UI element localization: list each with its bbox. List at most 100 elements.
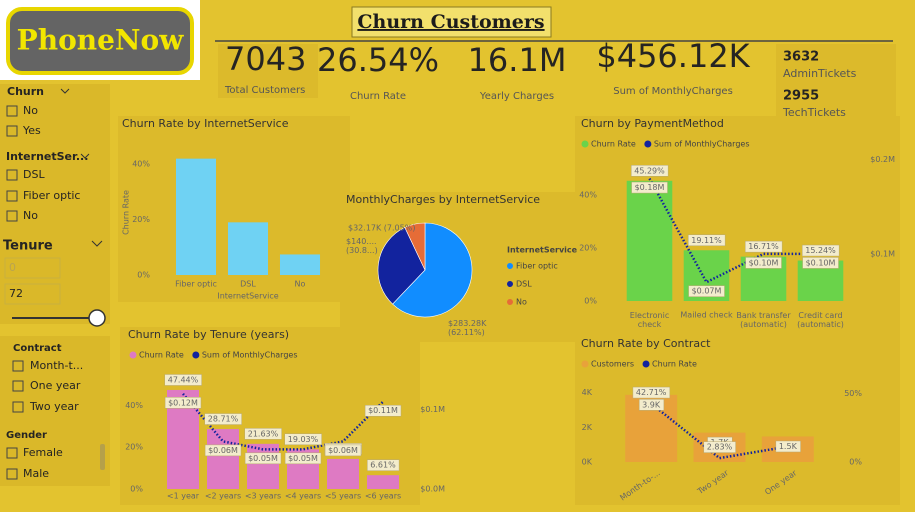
tick-label: $0.1M	[420, 405, 445, 414]
tick-label: $0.0M	[420, 485, 445, 494]
checkbox[interactable]	[6, 105, 18, 117]
data-label: $32.17K (7.05%)	[348, 224, 415, 233]
legend-marker	[129, 351, 137, 359]
data-label: 16.71%	[748, 242, 779, 251]
x-tick-label: <1 year	[167, 492, 200, 501]
slicer-option[interactable]: Female	[23, 446, 63, 459]
label-bg	[745, 257, 782, 269]
slicer-option[interactable]: DSL	[23, 168, 45, 181]
label-bg	[638, 399, 665, 411]
checkbox[interactable]	[6, 210, 18, 222]
chevron[interactable]	[91, 240, 103, 247]
x-tick-label: Bank transfer (automatic)	[736, 311, 791, 329]
data-label: $0.05M	[248, 454, 278, 463]
range-input[interactable]	[4, 257, 61, 279]
data-label: 2.83%	[707, 443, 733, 452]
label-bg	[364, 404, 402, 417]
data-label: 3.9K	[642, 400, 661, 409]
x-tick-label: <2 years	[205, 492, 241, 501]
legend-marker	[644, 140, 652, 148]
kpi-label: AdminTickets	[783, 67, 857, 80]
label-bg	[244, 428, 282, 440]
bar	[207, 429, 239, 489]
legend-marker	[192, 351, 200, 359]
checkbox[interactable]	[6, 190, 18, 202]
checkbox[interactable]	[6, 125, 18, 137]
x-tick-label: <5 years	[325, 492, 361, 501]
slicer-option[interactable]: No	[23, 104, 38, 117]
slicer-title: Churn	[7, 85, 44, 98]
legend-label: Churn Rate	[652, 360, 697, 369]
panel	[575, 116, 900, 335]
slicer-option[interactable]: One year	[30, 379, 81, 392]
tick-label: 0%	[584, 297, 597, 306]
label-bg	[204, 444, 242, 457]
bar	[247, 443, 279, 489]
label-bg	[164, 374, 202, 386]
data-label: $0.05M	[288, 454, 318, 463]
tick-label: 2K	[582, 423, 593, 432]
logo-text: PhoneNow	[17, 24, 185, 57]
slicer-option[interactable]: Month-t...	[30, 359, 83, 372]
legend-label: Churn Rate	[139, 351, 184, 360]
line	[182, 392, 384, 451]
slicer-option[interactable]: Two year	[29, 400, 79, 413]
data-label: 42.71%	[636, 388, 667, 397]
slicer-title: Contract	[13, 343, 62, 354]
checkbox[interactable]	[6, 447, 18, 459]
scrollbar[interactable]	[100, 444, 105, 470]
tick-label: 40%	[132, 159, 150, 168]
chart-title: Churn Rate by Contract	[581, 337, 711, 350]
legend-label: DSL	[516, 280, 532, 289]
line	[650, 402, 789, 460]
data-label: 21.63%	[248, 429, 279, 438]
chevron[interactable]	[60, 88, 70, 94]
slicer-option[interactable]: No	[23, 209, 38, 222]
legend-label: No	[516, 298, 527, 307]
checkbox[interactable]	[12, 360, 24, 372]
chart-title: Churn by PaymentMethod	[581, 117, 724, 130]
slicer-title: InternetSer...	[6, 150, 88, 163]
kpi-value: 16.1M	[468, 41, 567, 79]
dashboard-title: Churn Customers	[357, 11, 544, 33]
bar	[227, 222, 269, 275]
label-bg	[164, 397, 202, 409]
checkbox[interactable]	[12, 380, 24, 392]
kpi-value: 3632	[783, 50, 819, 65]
legend-marker	[507, 299, 513, 305]
y-axis-label: Churn Rate	[122, 190, 131, 235]
slicer-option[interactable]: Male	[23, 467, 49, 480]
legend-marker	[581, 140, 589, 148]
x-tick-label: Fiber optic	[175, 280, 217, 289]
data-label: $0.10M	[806, 258, 836, 267]
checkbox[interactable]	[12, 401, 24, 413]
checkbox[interactable]	[6, 169, 18, 181]
x-tick-label: Mailed check	[680, 311, 733, 320]
legend-label: Customers	[591, 360, 634, 369]
slicer-option[interactable]: Fiber optic	[23, 189, 80, 202]
data-label: 19.11%	[691, 236, 722, 245]
title-box	[351, 6, 552, 38]
label-bg	[367, 459, 400, 471]
bar	[175, 158, 217, 275]
chevron[interactable]	[80, 153, 90, 159]
slicer-option[interactable]: Yes	[22, 124, 41, 137]
slider-handle[interactable]	[88, 309, 106, 327]
x-tick-label: <3 years	[245, 492, 281, 501]
kpi-card	[218, 44, 318, 98]
x-tick-label: Credit card (automatic)	[797, 311, 844, 329]
range-max[interactable]: 72	[9, 287, 23, 300]
range-min[interactable]: 0	[9, 261, 16, 274]
data-label: 47.44%	[168, 375, 199, 384]
legend-title: InternetService	[507, 246, 578, 255]
checkbox[interactable]	[6, 468, 18, 480]
label-bg	[688, 285, 725, 297]
tick-label: 20%	[579, 243, 597, 252]
range-input[interactable]	[4, 283, 61, 305]
legend-marker	[642, 360, 650, 368]
tick-label: 0K	[582, 458, 593, 467]
kpi-card	[776, 44, 896, 116]
x-tick-label: DSL	[240, 280, 256, 289]
label-bg	[324, 444, 362, 457]
